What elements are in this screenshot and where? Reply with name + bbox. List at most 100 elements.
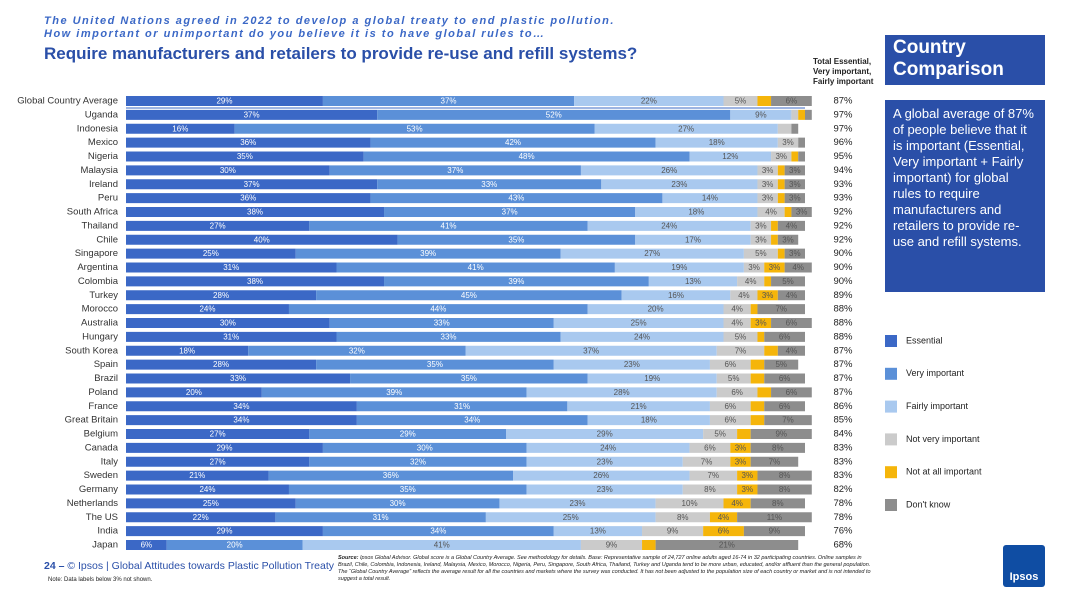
- category-label: Argentina: [77, 262, 118, 273]
- logo-text: Ipsos: [1009, 571, 1039, 583]
- bar-segment: [771, 220, 778, 231]
- bar-segment: [126, 123, 235, 134]
- total-label: 89%: [833, 290, 853, 301]
- bar-segment: [743, 262, 765, 273]
- bar-segment: [560, 248, 744, 259]
- data-label: 9%: [606, 541, 618, 550]
- data-label: 19%: [644, 374, 660, 383]
- bar-segment: [737, 429, 751, 439]
- category-label: Germany: [79, 484, 118, 495]
- bar-segment: [757, 165, 778, 176]
- data-label: 36%: [240, 138, 256, 147]
- data-label: 29%: [216, 97, 232, 106]
- total-label: 97%: [833, 123, 853, 134]
- data-label: 23%: [570, 499, 586, 508]
- supertitle: The United Nations agreed in 2022 to dev…: [44, 15, 615, 27]
- bar-segment: [750, 401, 765, 412]
- total-label: 76%: [833, 526, 853, 537]
- total-label: 85%: [833, 415, 853, 426]
- bar-segment: [757, 387, 772, 398]
- data-label: 37%: [583, 346, 599, 355]
- category-label: Malaysia: [81, 165, 119, 176]
- bar-segment: [261, 387, 527, 398]
- bar-segment: [126, 484, 289, 495]
- data-label: 18%: [179, 346, 195, 355]
- bar-segment: [791, 109, 799, 120]
- bar-segment: [329, 165, 581, 176]
- data-label: 4%: [765, 208, 777, 217]
- note: Note: Data labels below 3% not shown.: [48, 577, 153, 583]
- data-label: 10%: [682, 499, 698, 508]
- source-label: Source:: [338, 555, 359, 561]
- data-label: 35%: [237, 152, 253, 161]
- bar-segment: [784, 207, 792, 217]
- total-label: 93%: [833, 179, 853, 190]
- category-label: Canada: [85, 442, 119, 453]
- bar-segment: [777, 193, 785, 204]
- data-label: 37%: [447, 166, 463, 175]
- data-label: 5%: [735, 97, 747, 106]
- source: Ipsos Global Advisor. Global score is a …: [338, 555, 871, 582]
- data-label: 4%: [745, 277, 757, 286]
- bar-segment: [655, 498, 724, 509]
- data-label: 23%: [597, 485, 613, 494]
- data-label: 6%: [786, 97, 798, 106]
- bar-segment: [709, 415, 751, 426]
- total-label: 93%: [833, 193, 853, 204]
- data-label: 42%: [505, 138, 521, 147]
- category-label: Morocco: [82, 304, 118, 315]
- bar-segment: [655, 540, 799, 550]
- bar-segment: [737, 484, 758, 495]
- data-label: 28%: [614, 388, 630, 397]
- bar-segment: [777, 248, 785, 259]
- category-label: Spain: [94, 359, 118, 370]
- data-label: 20%: [227, 541, 243, 550]
- legend-swatch: [885, 499, 897, 511]
- total-label: 78%: [833, 512, 853, 523]
- data-label: 41%: [441, 221, 457, 230]
- chart-title: Require manufacturers and retailers to p…: [44, 44, 638, 63]
- data-label: 18%: [641, 416, 657, 425]
- bar-segment: [737, 276, 765, 287]
- bar-segment: [377, 109, 731, 120]
- data-label: 3%: [789, 194, 801, 203]
- category-label: Netherlands: [67, 498, 118, 509]
- data-label: 3%: [755, 319, 767, 328]
- bar-segment: [750, 456, 799, 467]
- bar-segment: [791, 151, 799, 162]
- category-label: Poland: [88, 387, 118, 398]
- bar-segment: [784, 262, 812, 273]
- bar-segment: [798, 151, 805, 162]
- data-label: 33%: [441, 332, 457, 341]
- bar-segment: [126, 290, 317, 301]
- bar-segment: [126, 137, 371, 148]
- category-label: Global Country Average: [17, 96, 118, 107]
- bar-segment: [275, 512, 486, 523]
- bar-segment: [126, 359, 317, 370]
- bar-segment: [723, 96, 758, 106]
- category-label: Australia: [81, 318, 119, 329]
- data-label: 23%: [597, 457, 613, 466]
- bar-segment: [397, 234, 636, 245]
- total-label: 94%: [833, 165, 853, 176]
- data-label: 3%: [782, 138, 794, 147]
- data-label: 6%: [786, 388, 798, 397]
- footer: © Ipsos | Global Attitudes towards Plast…: [67, 560, 335, 572]
- data-label: 21%: [189, 471, 205, 480]
- data-label: 30%: [390, 499, 406, 508]
- data-label: 27%: [644, 249, 660, 258]
- data-label: 8%: [677, 513, 689, 522]
- bar-segment: [723, 318, 751, 328]
- data-label: 27%: [210, 221, 226, 230]
- data-label: 41%: [468, 263, 484, 272]
- data-label: 31%: [223, 263, 239, 272]
- bar-segment: [771, 234, 778, 245]
- bar-segment: [757, 207, 785, 217]
- bar-segment: [777, 123, 792, 134]
- bar-segment: [791, 207, 812, 217]
- bar-segment: [757, 331, 765, 342]
- bar-segment: [126, 262, 337, 273]
- bar-segment: [601, 179, 758, 190]
- data-label: 26%: [661, 166, 677, 175]
- data-label: 21%: [631, 402, 647, 411]
